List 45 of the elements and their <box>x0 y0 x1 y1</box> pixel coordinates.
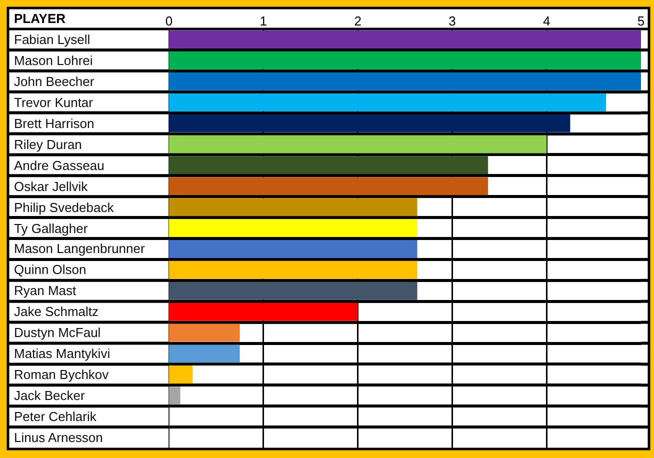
y-tick-label: Trevor Kuntar <box>14 95 94 110</box>
bar <box>169 156 488 174</box>
bar <box>169 324 240 342</box>
bar <box>169 198 418 216</box>
y-tick-label: Fabian Lysell <box>14 32 90 47</box>
bar <box>169 240 418 258</box>
bar <box>169 386 180 405</box>
y-tick-label: Jack Becker <box>14 388 86 403</box>
bar <box>169 93 606 112</box>
bar <box>169 219 418 238</box>
y-tick-label: Peter Cehlarik <box>14 409 97 424</box>
y-tick-label: Oskar Jellvik <box>14 179 88 194</box>
y-tick-label: Quinn Olson <box>14 262 86 277</box>
bar <box>169 260 418 279</box>
bar <box>169 114 570 132</box>
x-tick-label: 4 <box>542 13 550 28</box>
y-tick-label: Ryan Mast <box>14 283 77 298</box>
bar <box>169 366 193 384</box>
y-tick-label: John Beecher <box>14 74 95 89</box>
y-tick-label: Linus Arnesson <box>14 430 103 445</box>
y-tick-label: Roman Bychkov <box>14 367 110 382</box>
bar <box>169 135 547 154</box>
bar <box>169 302 358 321</box>
y-tick-label: Jake Schmaltz <box>14 304 99 319</box>
y-tick-label: Dustyn McFaul <box>14 325 101 340</box>
x-tick-label: 0 <box>165 13 173 28</box>
y-tick-label: Ty Gallagher <box>14 221 88 236</box>
bar <box>169 72 641 90</box>
bar <box>169 344 240 363</box>
y-tick-label: Andre Gasseau <box>14 158 104 173</box>
y-tick-label: Mason Lohrei <box>14 53 93 68</box>
y-tick-label: Brett Harrison <box>14 116 94 131</box>
x-tick-label: 2 <box>354 13 362 28</box>
bar <box>169 51 641 70</box>
y-tick-label: Matias Mantykivi <box>14 346 110 361</box>
bar <box>169 30 641 48</box>
y-axis-title: PLAYER <box>14 11 66 26</box>
x-tick-label: 1 <box>260 13 268 28</box>
y-tick-label: Riley Duran <box>14 137 82 152</box>
y-tick-label: Mason Langenbrunner <box>14 241 146 256</box>
bar <box>169 177 488 196</box>
bar <box>169 282 418 300</box>
x-tick-label: 5 <box>637 13 645 28</box>
x-tick-label: 3 <box>448 13 456 28</box>
y-tick-label: Philip Svedeback <box>14 200 114 215</box>
